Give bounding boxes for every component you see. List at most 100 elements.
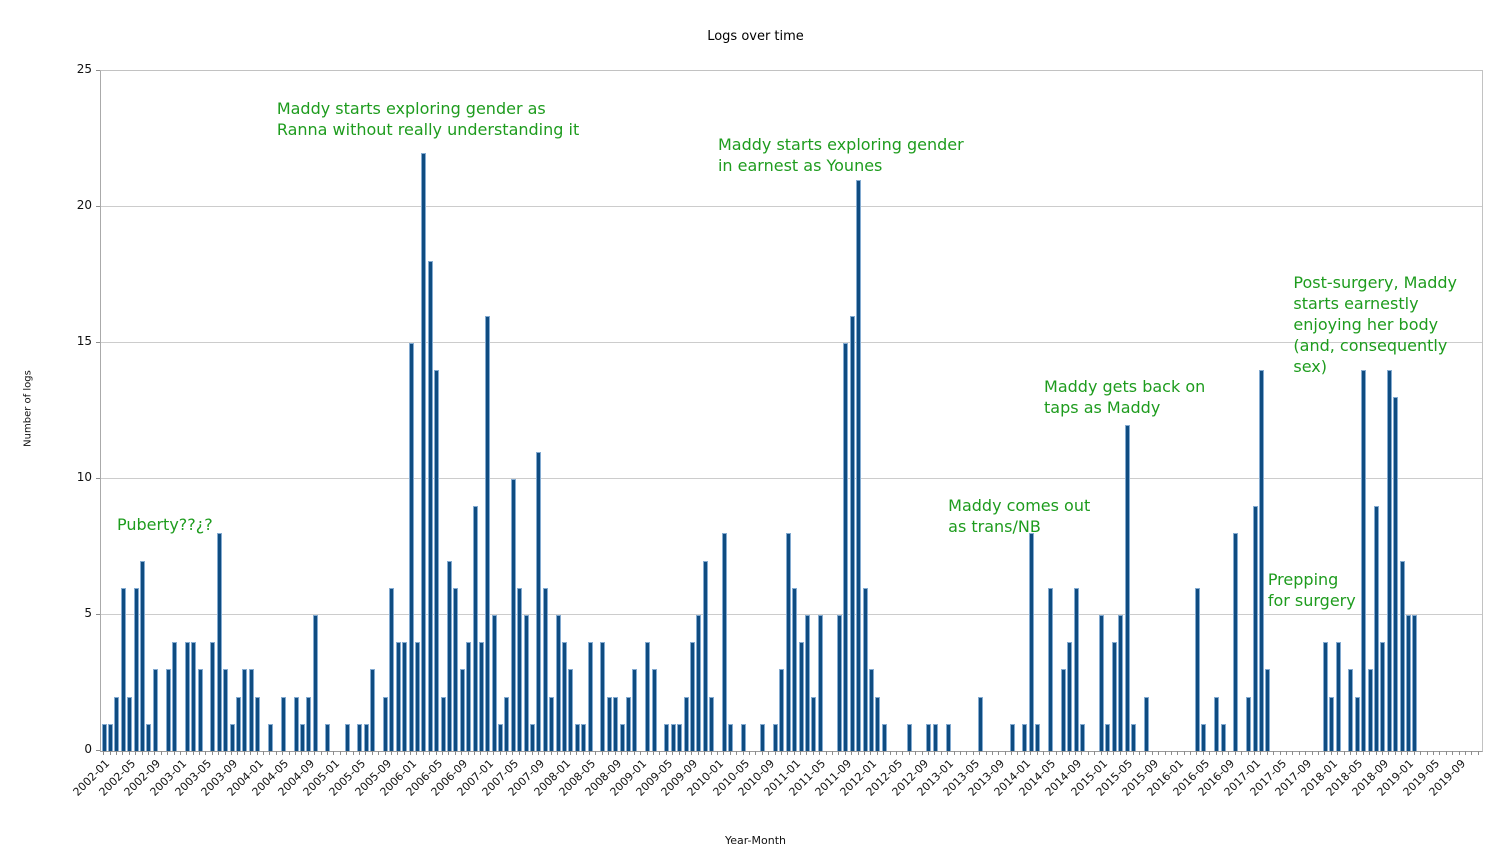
x-tick bbox=[876, 751, 878, 755]
x-tick bbox=[755, 751, 757, 755]
bar-2018-08 bbox=[1374, 506, 1379, 751]
x-tick bbox=[282, 751, 284, 755]
x-tick bbox=[365, 751, 367, 755]
bar-2008-09 bbox=[613, 696, 619, 751]
x-tick bbox=[1196, 751, 1198, 755]
bar-2002-08 bbox=[146, 723, 152, 751]
x-tick bbox=[1062, 751, 1064, 755]
x-tick bbox=[1426, 751, 1428, 755]
bar-2008-08 bbox=[606, 696, 612, 751]
bar-2014-02 bbox=[1028, 533, 1034, 751]
x-tick bbox=[352, 751, 354, 755]
x-tick bbox=[653, 751, 655, 755]
x-tick bbox=[1266, 751, 1268, 755]
bar-2005-10 bbox=[389, 587, 395, 751]
x-tick bbox=[1036, 751, 1038, 755]
x-tick bbox=[480, 751, 482, 755]
y-tick bbox=[96, 342, 100, 343]
x-tick bbox=[716, 751, 718, 755]
bar-2018-12 bbox=[1399, 560, 1405, 751]
x-tick bbox=[1292, 751, 1294, 755]
bar-2012-10 bbox=[926, 723, 932, 751]
annotation-2: Maddy starts exploring gender as Ranna w… bbox=[276, 99, 580, 140]
bar-2006-07 bbox=[446, 560, 452, 751]
bar-2018-05 bbox=[1354, 696, 1360, 751]
y-tick bbox=[96, 750, 100, 751]
bar-2019-01 bbox=[1405, 615, 1411, 751]
x-tick bbox=[761, 751, 763, 755]
bar-2010-12 bbox=[785, 533, 791, 751]
bar-2010-08 bbox=[760, 723, 766, 751]
bar-2010-10 bbox=[773, 723, 779, 751]
x-tick bbox=[1381, 751, 1383, 755]
x-tick bbox=[1317, 751, 1319, 755]
bar-2018-07 bbox=[1367, 669, 1373, 751]
bar-2012-07 bbox=[907, 723, 913, 751]
x-tick bbox=[1330, 751, 1332, 755]
bar-2015-01 bbox=[1099, 615, 1105, 751]
x-tick bbox=[1471, 751, 1473, 755]
x-tick bbox=[627, 751, 629, 755]
x-tick bbox=[1068, 751, 1070, 755]
bar-2006-08 bbox=[453, 587, 459, 751]
x-tick bbox=[1055, 751, 1057, 755]
bar-2011-08 bbox=[836, 615, 842, 751]
x-tick bbox=[563, 751, 565, 755]
x-tick bbox=[307, 751, 309, 755]
x-tick bbox=[1023, 751, 1025, 755]
x-tick bbox=[1254, 751, 1256, 755]
bar-2018-10 bbox=[1386, 370, 1392, 751]
x-tick bbox=[122, 751, 124, 755]
bar-2011-03 bbox=[804, 615, 810, 751]
x-tick bbox=[461, 751, 463, 755]
x-tick bbox=[525, 751, 527, 755]
x-tick bbox=[288, 751, 290, 755]
bar-2005-11 bbox=[395, 642, 401, 751]
bar-2006-02 bbox=[414, 642, 420, 751]
x-tick bbox=[838, 751, 840, 755]
y-tick bbox=[96, 478, 100, 479]
bar-2003-12 bbox=[248, 669, 254, 751]
gridline-20 bbox=[101, 206, 1482, 207]
x-tick bbox=[736, 751, 738, 755]
x-tick bbox=[582, 751, 584, 755]
x-tick bbox=[531, 751, 533, 755]
bar-2015-06 bbox=[1131, 723, 1137, 751]
bar-2016-04 bbox=[1194, 587, 1200, 751]
x-tick bbox=[186, 751, 188, 755]
bar-2012-03 bbox=[881, 723, 887, 751]
x-tick bbox=[403, 751, 405, 755]
x-tick bbox=[115, 751, 117, 755]
x-tick bbox=[499, 751, 501, 755]
y-tick-label-0: 0 bbox=[84, 742, 92, 756]
bar-2002-02 bbox=[108, 723, 114, 751]
x-tick bbox=[614, 751, 616, 755]
x-tick bbox=[800, 751, 802, 755]
x-tick bbox=[1445, 751, 1447, 755]
x-tick bbox=[1241, 751, 1243, 755]
bar-2013-01 bbox=[945, 723, 951, 751]
x-tick bbox=[326, 751, 328, 755]
x-tick bbox=[1132, 751, 1134, 755]
x-tick bbox=[192, 751, 194, 755]
x-tick bbox=[109, 751, 111, 755]
x-tick bbox=[237, 751, 239, 755]
bar-2003-07 bbox=[216, 533, 222, 751]
bar-2017-01 bbox=[1252, 506, 1258, 751]
bar-2015-02 bbox=[1105, 723, 1111, 751]
x-tick bbox=[410, 751, 412, 755]
x-tick bbox=[640, 751, 642, 755]
bar-2003-03 bbox=[191, 642, 197, 751]
x-tick bbox=[1094, 751, 1096, 755]
x-tick bbox=[825, 751, 827, 755]
x-tick bbox=[173, 751, 175, 755]
x-tick bbox=[384, 751, 386, 755]
x-tick bbox=[1349, 751, 1351, 755]
x-tick bbox=[787, 751, 789, 755]
bar-2009-11 bbox=[702, 560, 708, 751]
x-tick bbox=[1324, 751, 1326, 755]
x-tick bbox=[806, 751, 808, 755]
x-tick bbox=[416, 751, 418, 755]
x-tick bbox=[1043, 751, 1045, 755]
x-tick bbox=[1407, 751, 1409, 755]
